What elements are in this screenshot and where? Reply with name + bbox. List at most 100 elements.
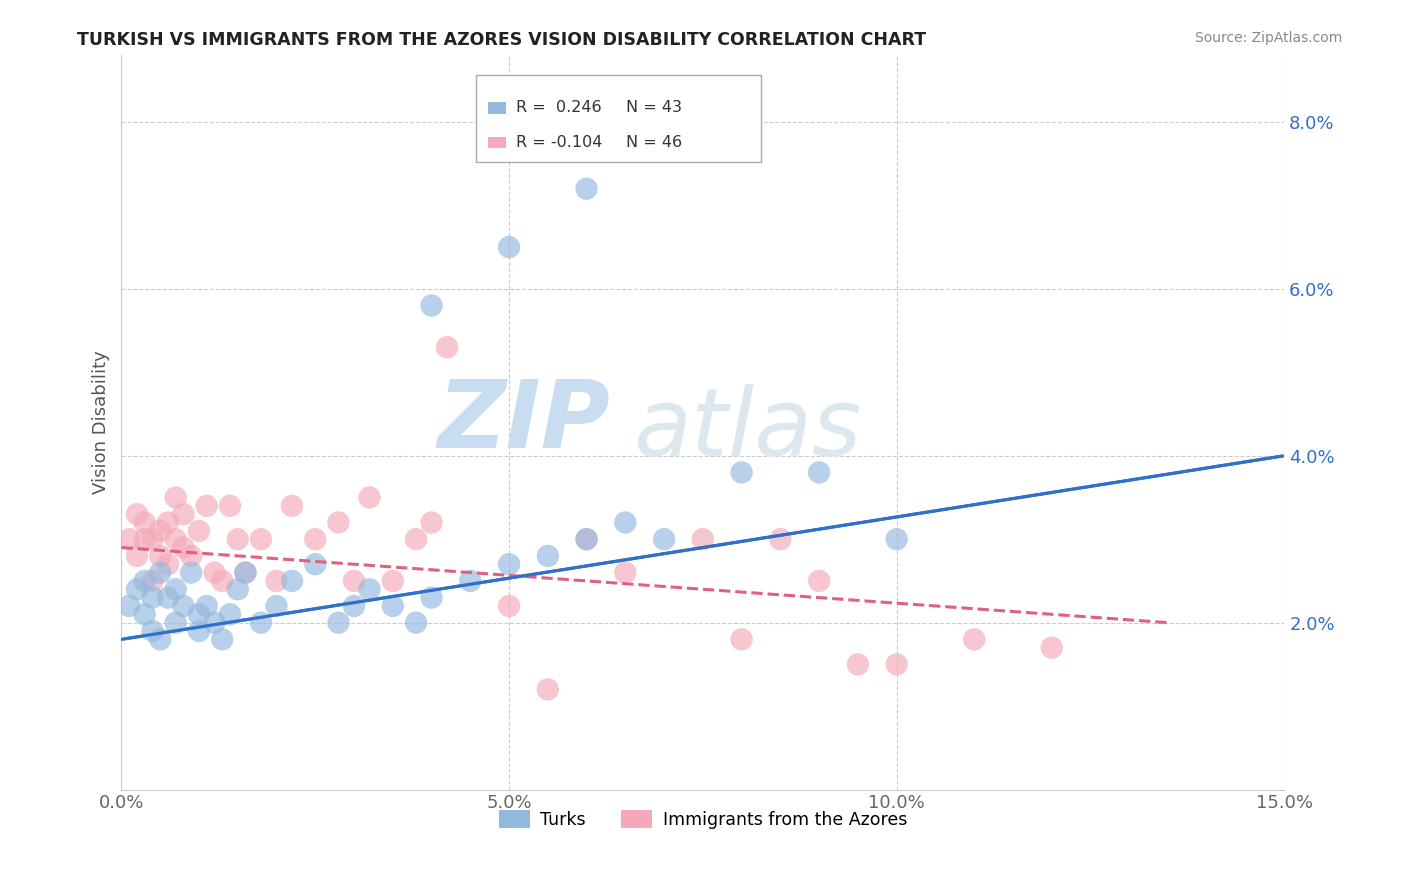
Point: [769, 532, 792, 546]
Point: [808, 466, 831, 480]
Text: R =  0.246: R = 0.246: [516, 101, 602, 115]
Point: [165, 582, 187, 597]
Point: [125, 582, 148, 597]
Point: [575, 532, 598, 546]
Point: [250, 615, 273, 630]
Point: [886, 532, 908, 546]
FancyBboxPatch shape: [488, 136, 506, 148]
Point: [1040, 640, 1063, 655]
Point: [180, 549, 202, 563]
Point: [250, 532, 273, 546]
FancyBboxPatch shape: [488, 102, 506, 114]
Text: TURKISH VS IMMIGRANTS FROM THE AZORES VISION DISABILITY CORRELATION CHART: TURKISH VS IMMIGRANTS FROM THE AZORES VI…: [77, 31, 927, 49]
Point: [304, 532, 326, 546]
Text: N = 46: N = 46: [626, 135, 682, 150]
Point: [141, 624, 163, 638]
Point: [498, 599, 520, 613]
Point: [886, 657, 908, 672]
Point: [219, 499, 242, 513]
Point: [281, 499, 304, 513]
Point: [172, 507, 194, 521]
Text: Source: ZipAtlas.com: Source: ZipAtlas.com: [1195, 31, 1343, 45]
Point: [846, 657, 869, 672]
Point: [141, 574, 163, 588]
Point: [343, 599, 366, 613]
Point: [156, 591, 179, 605]
Point: [359, 582, 381, 597]
Point: [195, 599, 218, 613]
Point: [730, 632, 752, 647]
Point: [281, 574, 304, 588]
Point: [963, 632, 986, 647]
Point: [575, 532, 598, 546]
Point: [204, 615, 226, 630]
Point: [211, 632, 233, 647]
Point: [420, 591, 443, 605]
Point: [692, 532, 714, 546]
Point: [149, 566, 172, 580]
Point: [118, 599, 141, 613]
Point: [195, 499, 218, 513]
Point: [498, 240, 520, 254]
Point: [235, 566, 257, 580]
Point: [226, 532, 249, 546]
Point: [266, 574, 288, 588]
Point: [172, 599, 194, 613]
Point: [575, 182, 598, 196]
Point: [614, 566, 637, 580]
Point: [219, 607, 242, 622]
Point: [134, 532, 156, 546]
Point: [266, 599, 288, 613]
Point: [304, 558, 326, 572]
Point: [498, 558, 520, 572]
Point: [134, 607, 156, 622]
Point: [328, 615, 350, 630]
Point: [165, 532, 187, 546]
Point: [420, 299, 443, 313]
Point: [652, 532, 675, 546]
Point: [180, 566, 202, 580]
Point: [730, 466, 752, 480]
Point: [381, 574, 404, 588]
Point: [134, 574, 156, 588]
Point: [381, 599, 404, 613]
Point: [436, 340, 458, 354]
Point: [188, 524, 211, 538]
Y-axis label: Vision Disability: Vision Disability: [93, 351, 110, 494]
Point: [125, 507, 148, 521]
Point: [211, 574, 233, 588]
Text: atlas: atlas: [633, 384, 862, 475]
Point: [141, 591, 163, 605]
Point: [420, 516, 443, 530]
Text: ZIP: ZIP: [437, 376, 610, 468]
Point: [188, 624, 211, 638]
Point: [165, 615, 187, 630]
Point: [537, 549, 560, 563]
Point: [204, 566, 226, 580]
Point: [156, 558, 179, 572]
Point: [149, 632, 172, 647]
Point: [165, 491, 187, 505]
Point: [226, 582, 249, 597]
Text: R = -0.104: R = -0.104: [516, 135, 602, 150]
Point: [235, 566, 257, 580]
Point: [537, 682, 560, 697]
Point: [458, 574, 481, 588]
Text: N = 43: N = 43: [626, 101, 682, 115]
Point: [134, 516, 156, 530]
Point: [614, 516, 637, 530]
Point: [118, 532, 141, 546]
Point: [328, 516, 350, 530]
Point: [188, 607, 211, 622]
Point: [343, 574, 366, 588]
Point: [156, 516, 179, 530]
Point: [359, 491, 381, 505]
FancyBboxPatch shape: [477, 75, 761, 161]
Point: [125, 549, 148, 563]
Legend: Turks, Immigrants from the Azores: Turks, Immigrants from the Azores: [492, 804, 914, 836]
Point: [405, 532, 427, 546]
Point: [141, 532, 163, 546]
Point: [808, 574, 831, 588]
Point: [149, 549, 172, 563]
Point: [405, 615, 427, 630]
